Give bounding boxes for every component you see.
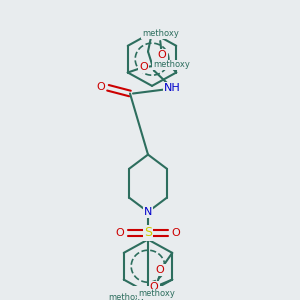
Text: methoxy: methoxy: [108, 293, 145, 300]
Text: O: O: [172, 228, 180, 238]
Text: methoxy: methoxy: [142, 29, 179, 38]
Text: O: O: [116, 228, 124, 238]
Text: O: O: [97, 82, 105, 92]
Text: N: N: [144, 207, 152, 217]
Text: O: O: [150, 282, 159, 292]
Text: O: O: [140, 62, 148, 72]
Text: O: O: [156, 265, 165, 275]
Text: methoxy: methoxy: [138, 290, 175, 298]
Text: NH: NH: [164, 83, 180, 93]
Text: S: S: [144, 226, 152, 239]
Text: methoxy: methoxy: [153, 60, 190, 69]
Text: O: O: [158, 50, 167, 60]
